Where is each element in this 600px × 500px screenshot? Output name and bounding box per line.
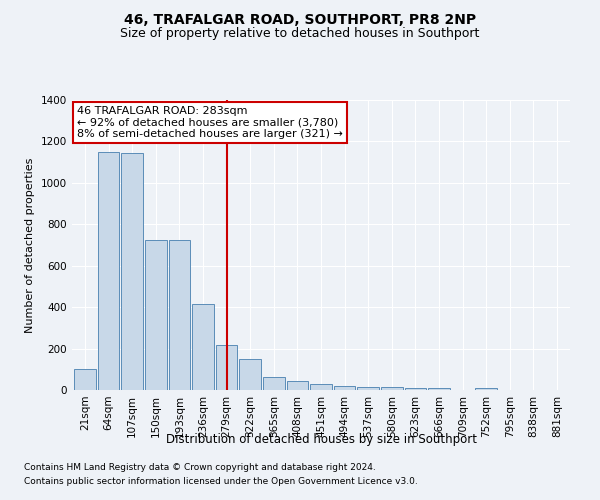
Bar — [287, 380, 308, 390]
Text: Contains HM Land Registry data © Crown copyright and database right 2024.: Contains HM Land Registry data © Crown c… — [24, 464, 376, 472]
Bar — [475, 388, 497, 390]
Text: 46, TRAFALGAR ROAD, SOUTHPORT, PR8 2NP: 46, TRAFALGAR ROAD, SOUTHPORT, PR8 2NP — [124, 12, 476, 26]
Text: Size of property relative to detached houses in Southport: Size of property relative to detached ho… — [121, 28, 479, 40]
Bar — [192, 304, 214, 390]
Bar — [169, 240, 190, 390]
Bar — [216, 346, 238, 390]
Text: Contains public sector information licensed under the Open Government Licence v3: Contains public sector information licen… — [24, 477, 418, 486]
Y-axis label: Number of detached properties: Number of detached properties — [25, 158, 35, 332]
Bar — [121, 153, 143, 390]
Bar — [239, 359, 261, 390]
Bar — [74, 370, 96, 390]
Bar — [404, 388, 426, 390]
Bar — [334, 386, 355, 390]
Text: 46 TRAFALGAR ROAD: 283sqm
← 92% of detached houses are smaller (3,780)
8% of sem: 46 TRAFALGAR ROAD: 283sqm ← 92% of detac… — [77, 106, 343, 139]
Bar — [145, 240, 167, 390]
Bar — [98, 152, 119, 390]
Bar — [381, 387, 403, 390]
Text: Distribution of detached houses by size in Southport: Distribution of detached houses by size … — [166, 432, 476, 446]
Bar — [428, 388, 450, 390]
Bar — [358, 387, 379, 390]
Bar — [263, 376, 284, 390]
Bar — [310, 384, 332, 390]
